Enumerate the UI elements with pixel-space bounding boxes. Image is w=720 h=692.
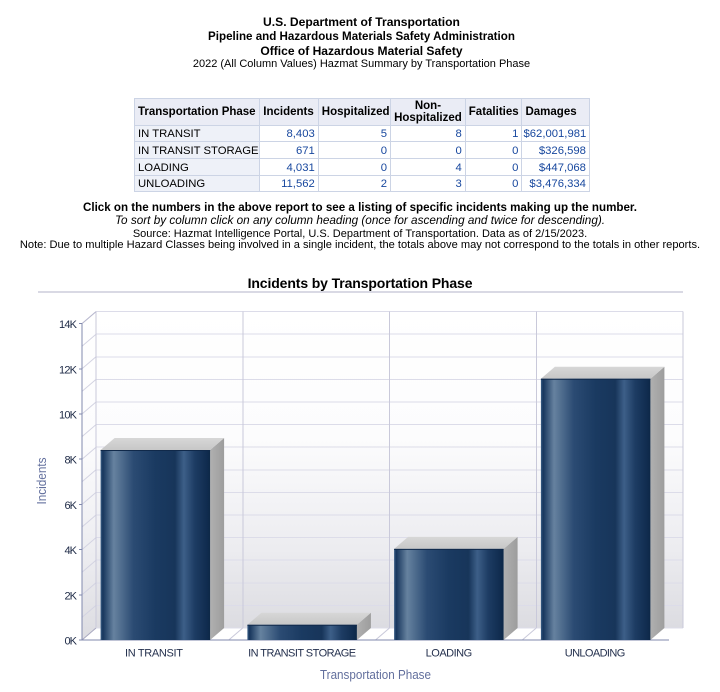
svg-text:LOADING: LOADING: [426, 648, 473, 660]
svg-text:Incidents: Incidents: [35, 458, 49, 505]
svg-text:14K: 14K: [59, 319, 78, 331]
svg-text:IN TRANSIT STORAGE: IN TRANSIT STORAGE: [248, 648, 356, 660]
svg-text:0K: 0K: [65, 636, 78, 648]
svg-text:6K: 6K: [65, 500, 78, 512]
svg-text:8K: 8K: [65, 455, 78, 467]
svg-text:2K: 2K: [65, 590, 78, 602]
svg-text:4K: 4K: [65, 545, 78, 557]
svg-text:10K: 10K: [59, 410, 78, 422]
svg-text:UNLOADING: UNLOADING: [565, 648, 626, 660]
svg-text:12K: 12K: [59, 364, 78, 376]
svg-text:IN TRANSIT: IN TRANSIT: [125, 648, 183, 660]
svg-text:Transportation Phase: Transportation Phase: [320, 668, 431, 682]
